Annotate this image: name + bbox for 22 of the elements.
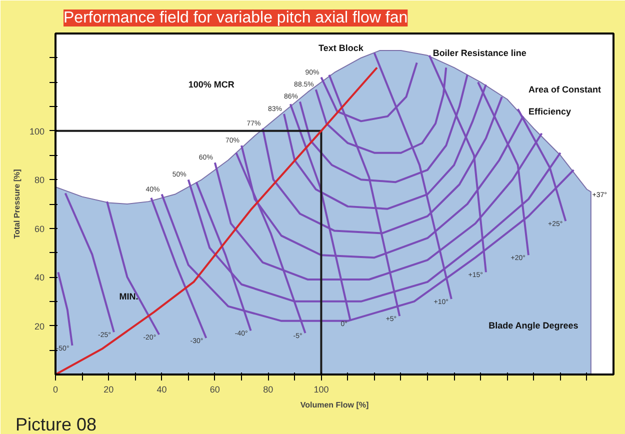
x-tick-label: 40: [156, 384, 167, 394]
x-tick-label: 100: [314, 384, 329, 394]
x-tick-label: 80: [263, 384, 274, 394]
x-axis-title: Volumen Flow [%]: [300, 400, 369, 410]
annotation: Boiler Resistance line: [432, 48, 526, 58]
text: Picture 08: [16, 414, 97, 434]
annotation: Text Block: [318, 42, 364, 53]
y-axis-title: Total Pressure [%]: [12, 168, 22, 239]
y-tick-label: 60: [34, 224, 45, 234]
annotation: 100% MCR: [188, 80, 235, 90]
annotation: Area of Constant: [528, 84, 601, 94]
x-tick-label: 0: [52, 384, 58, 394]
annotation: Efficiency: [528, 106, 572, 116]
y-tick-label: 40: [34, 272, 45, 283]
x-tick-label: 60: [210, 384, 220, 394]
x-tick-label: 20: [104, 384, 114, 394]
annotation: MIN.: [119, 291, 138, 302]
y-tick-label: 80: [34, 175, 45, 186]
y-tick-label: 100: [29, 126, 45, 136]
y-tick-label: 20: [34, 321, 45, 332]
chart-title: Performance field for variable pitch axial flow fan: [64, 10, 408, 26]
annotation: Blade Angle Degrees: [488, 320, 578, 331]
